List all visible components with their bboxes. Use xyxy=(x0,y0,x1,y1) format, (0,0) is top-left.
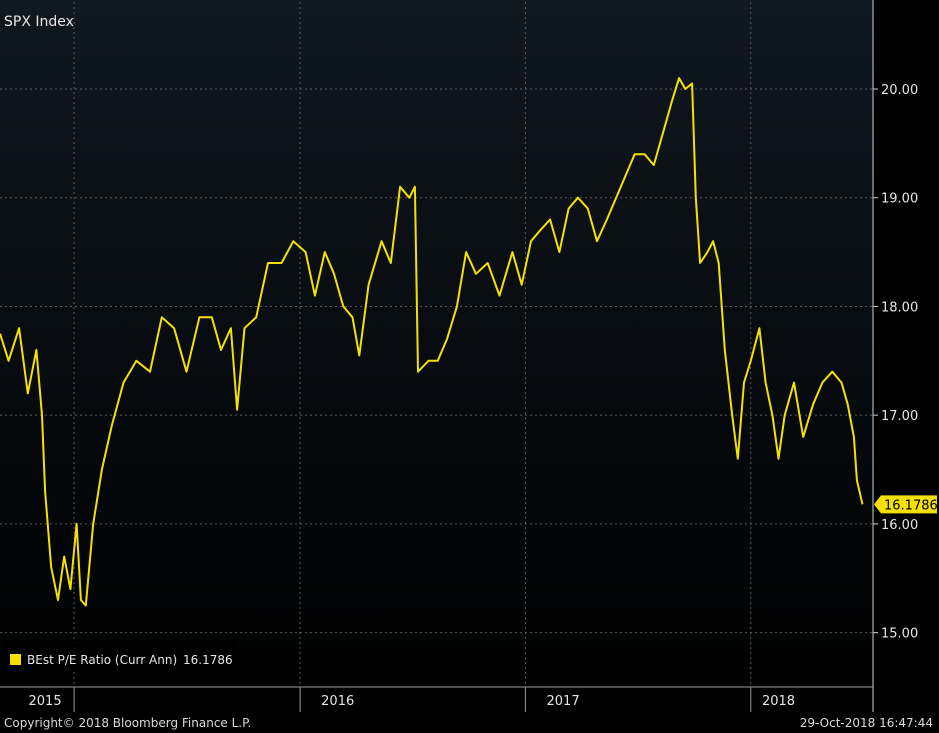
x-tick-label-0: 2015 xyxy=(29,694,62,709)
x-tick-label-2: 2017 xyxy=(547,694,580,709)
last-value-tag xyxy=(874,495,937,514)
y-tick-label-3: 18.00 xyxy=(881,300,918,315)
timestamp-text: 29-Oct-2018 16:47:44 xyxy=(799,716,933,730)
plot-background xyxy=(0,0,873,687)
last-value-label: 16.1786 xyxy=(884,498,938,513)
y-tick-label-2: 17.00 xyxy=(881,409,918,424)
y-tick-label-4: 19.00 xyxy=(881,192,918,207)
y-tick-label-0: 15.00 xyxy=(881,627,918,642)
copyright-text: Copyright© 2018 Bloomberg Finance L.P. xyxy=(4,716,252,730)
y-tick-label-5: 20.00 xyxy=(881,83,918,98)
y-tick-label-1: 16.00 xyxy=(881,518,918,533)
series-line-0 xyxy=(0,77,864,607)
x-tick-label-3: 2018 xyxy=(762,694,795,709)
footer: Copyright© 2018 Bloomberg Finance L.P. 2… xyxy=(0,714,939,733)
x-tick-label-1: 2016 xyxy=(321,694,354,709)
legend-box xyxy=(4,640,236,672)
chart-title: SPX Index xyxy=(4,14,74,30)
legend-series-name: BEst P/E Ratio (Curr Ann) xyxy=(27,653,177,667)
legend-swatch xyxy=(10,654,21,665)
legend-last-value: 16.1786 xyxy=(183,653,233,667)
